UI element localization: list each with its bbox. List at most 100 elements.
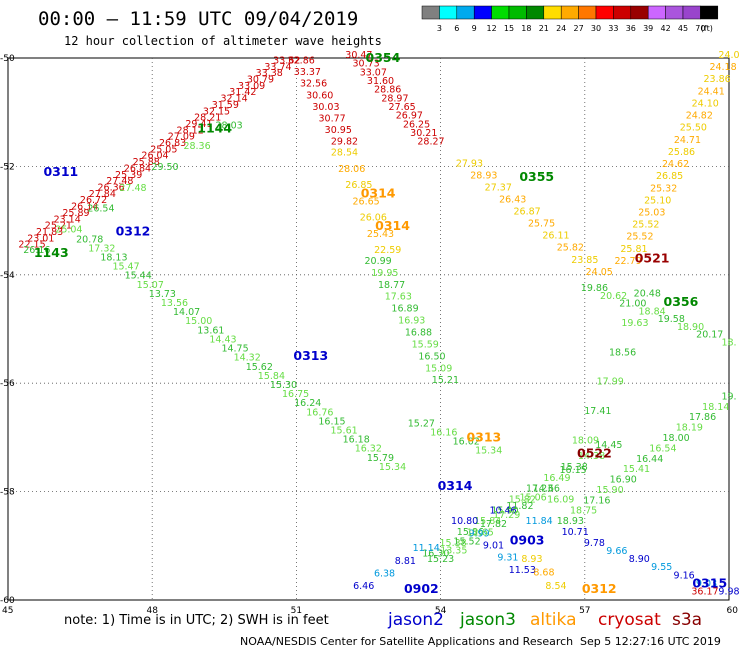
swh-label: 26.85 [345,180,372,191]
swh-label: 18.84 [638,306,665,317]
pass-id-label: 0356 [664,294,699,309]
swh-label: 26.14 [71,202,98,213]
legend-value: 3 [437,24,442,33]
swh-label: 26.11 [542,231,569,242]
swh-label: 13.56 [161,298,188,309]
swh-label: 22.79 [614,256,641,267]
swh-label: 28.03 [216,120,243,131]
swh-label: 11.82 [506,501,533,512]
swh-label: 16.09 [547,494,574,505]
swh-label: 15.27 [408,419,435,430]
pass-id-label: 1143 [34,245,69,260]
satellite-legend: jason2 jason3 altika cryosat s3a [387,610,702,630]
legend-value: 33 [608,24,618,33]
chart-title: 00:00 – 11:59 UTC 09/04/2019 [38,8,358,30]
swh-label: 15.34 [475,446,502,457]
swh-label: 13.61 [197,325,224,336]
legend-value: 39 [643,24,653,33]
legend-swatch [526,5,545,20]
y-tick-label: -56 [0,379,15,389]
swh-label: 25.81 [620,244,647,255]
plot-frame [7,57,730,601]
satellite-name-cryosat: cryosat [598,610,661,630]
swh-label: 15.86 [457,527,484,538]
swh-label: 26.83 [159,138,186,149]
legend-value: 6 [454,24,459,33]
legend-value: 9 [472,24,477,33]
swh-label: 15.38 [439,538,466,549]
swh-label: 25.52 [632,220,659,231]
swh-label: 28.93 [470,170,497,181]
legend-value: 27 [574,24,584,33]
pass-id-label: 0521 [635,251,670,266]
swh-label: 26.97 [396,111,423,122]
swh-label: 11.53 [509,565,536,576]
swh-label: 15.90 [491,505,518,516]
legend-value: 24 [556,24,566,33]
swh-label: 26.72 [80,195,107,206]
swh-label: 18.13 [100,252,127,263]
swh-label: 13.35 [440,545,467,556]
swh-label: 21.83 [36,227,63,238]
swh-label: 9.98 [718,587,739,598]
swh-label: 24.71 [674,135,701,146]
swh-label: 24.18 [709,62,736,73]
swh-label: 33.37 [294,67,321,78]
legend-unit: (ft) [701,24,713,33]
swh-label: 30.03 [312,102,339,113]
swh-label: 33.07 [360,67,387,78]
swh-label: 17.82 [480,519,507,530]
swh-label: 31.59 [212,100,239,111]
swh-label: 19.58 [658,314,685,325]
swh-label: 16.24 [294,398,321,409]
legend-swatch [630,5,649,20]
swh-label: 14.38 [578,451,605,462]
swh-label: 25.04 [55,224,82,235]
swh-label: 12.65 [467,528,494,539]
legend-swatch [456,5,475,20]
swh-label: 20.78 [76,234,103,245]
swh-label: 15.90 [596,485,623,496]
swh-label: 15.79 [367,453,394,464]
legend-swatch [647,5,666,20]
swh-label: 30.47 [345,50,372,61]
swh-label: 25.21 [45,221,72,232]
y-tick-label: -60 [0,596,15,606]
swh-label: 19.63 [621,318,648,329]
swh-label: 15.52 [453,536,480,547]
swh-label: 17.86 [689,412,716,423]
swh-label: 18.90 [677,322,704,333]
plot-border [7,57,730,601]
swh-label: 28.21 [194,113,221,124]
swh-label: 11.84 [526,516,553,527]
swh-label: 24.41 [698,86,725,97]
swh-label: 27.48 [119,183,146,194]
legend-value: 36 [626,24,636,33]
swh-label: 16.15 [560,465,587,476]
swh-label: 16.93 [398,316,425,327]
swh-label: 13.73 [149,289,176,300]
swh-label: 25.75 [528,219,555,230]
swh-label: 25.89 [62,208,89,219]
swh-label: 15.23 [427,554,454,565]
swh-label: 10.46 [489,505,516,516]
swh-label: 25.88 [133,157,160,168]
swh-label: 16.30 [422,549,449,560]
legend-swatch [543,5,562,20]
swh-label: 20.17 [696,330,723,341]
swh-label: 27.37 [485,182,512,193]
swh-label: 26.43 [499,195,526,206]
swh-label: 14.07 [173,307,200,318]
swh-label: 15.62 [246,362,273,373]
satellite-name-jason2: jason2 [387,610,444,630]
swh-label: 23.14 [54,214,81,225]
units-note: note: 1) Time is in UTC; 2) SWH is in fe… [64,613,329,628]
legend-value: 12 [487,24,497,33]
swh-label: 23.85 [571,255,598,266]
swh-label: 15.34 [379,462,406,473]
swh-label: 8.93 [521,554,542,565]
swh-label: 29.82 [331,137,358,148]
swh-label: 9.31 [497,553,518,564]
swh-label: 14.45 [595,440,622,451]
